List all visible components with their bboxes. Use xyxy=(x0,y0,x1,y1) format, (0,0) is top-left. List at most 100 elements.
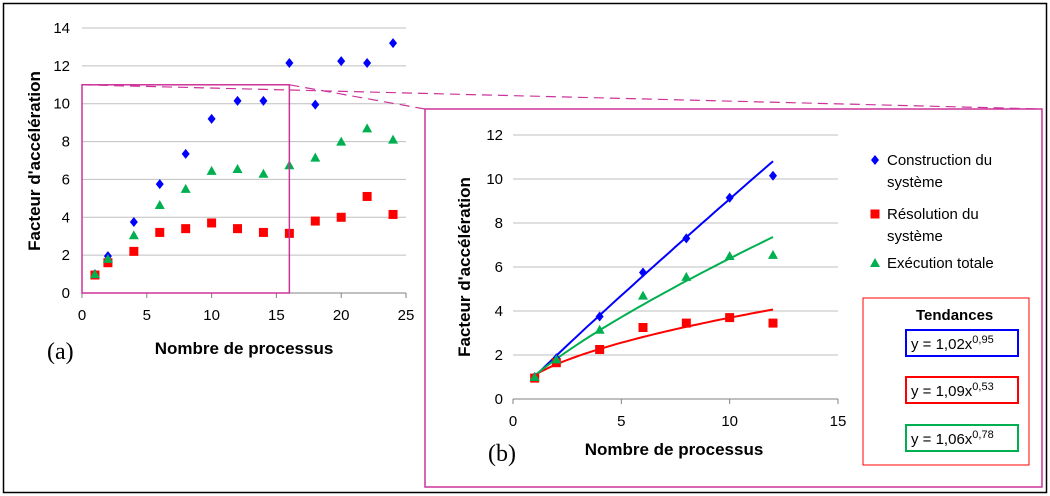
zoom-rectangle xyxy=(81,84,291,294)
panel-a-point xyxy=(128,230,139,240)
panel-a-point xyxy=(129,217,138,228)
panel-a-point xyxy=(362,191,372,201)
trend-equation: y = 1,02x0,95 xyxy=(911,334,994,353)
panel-a-point xyxy=(388,209,398,219)
panel-b-point xyxy=(594,324,605,334)
trend-equation: y = 1,06x0,78 xyxy=(911,429,994,448)
panel-b-point xyxy=(638,290,648,300)
panel-a-x-tick-label: 25 xyxy=(398,307,415,324)
legend-marker xyxy=(870,258,880,267)
panel-a-x-tick-label: 0 xyxy=(78,307,86,324)
trend-equations: y = 1,02x0,95 y = 1,09x0,53 y = 1,06x0,78 xyxy=(905,329,1019,452)
panel-b-x-tick-label: 10 xyxy=(721,413,738,430)
panel-a-point xyxy=(129,246,139,256)
panel-a-point xyxy=(362,123,373,133)
panel-a-point xyxy=(258,227,268,237)
panel-b-y-tick-label: 0 xyxy=(495,391,503,408)
panel-a-point xyxy=(181,224,191,234)
panel-a-point xyxy=(232,164,243,174)
panel-b-trendline xyxy=(533,160,774,378)
panel-b-point xyxy=(639,267,647,278)
panel-a-y-ticks: 0 2 4 6 8 10 12 14 xyxy=(53,20,70,302)
panel-b-point xyxy=(595,311,604,322)
panel-b-point xyxy=(682,233,691,244)
panel-a-point xyxy=(155,227,165,237)
legend-label: système xyxy=(887,174,943,191)
panel-a-y-tick-label: 2 xyxy=(62,247,70,264)
panel-a-point xyxy=(207,113,216,124)
panel-a-point xyxy=(233,95,242,106)
panel-b-point xyxy=(681,318,691,328)
panel-a-point xyxy=(102,253,113,263)
panel-a-point xyxy=(337,56,346,67)
panel-a-point xyxy=(285,58,294,69)
panel-a-x-tick-label: 20 xyxy=(333,307,350,324)
panel-b-x-tick-label: 15 xyxy=(830,413,847,430)
panel-b-y-tick-label: 4 xyxy=(495,303,503,320)
panel-a-point xyxy=(207,218,217,228)
panel-a-point xyxy=(310,216,320,226)
panel-b-legend: Construction du système Résolution du systè… xyxy=(870,152,994,272)
panel-a-label: (a) xyxy=(47,339,74,365)
trend-equation-box xyxy=(905,329,1019,357)
panel-a-y-tick-label: 4 xyxy=(62,209,70,226)
panel-b-y-tick-label: 6 xyxy=(495,259,503,276)
panel-b-point xyxy=(638,323,648,332)
panel-a-point xyxy=(258,168,269,178)
panel-a-point xyxy=(206,165,217,175)
panel-a-point xyxy=(180,183,191,193)
zoom-connector xyxy=(289,84,426,110)
trend-equation-box xyxy=(905,424,1019,452)
panel-b-marks xyxy=(529,170,778,383)
trend-equation-box xyxy=(905,376,1019,404)
panel-b-point xyxy=(768,249,778,259)
trends-title: Tendances xyxy=(916,307,993,324)
panel-a-point xyxy=(336,212,346,222)
panel-b-point xyxy=(551,354,562,364)
panel-b-point xyxy=(725,192,734,203)
panel-a-ylabel: Facteur d'accélération xyxy=(25,71,44,251)
panel-a-point xyxy=(155,179,164,190)
panel-b-point xyxy=(529,372,540,381)
panel-a-point xyxy=(259,95,268,106)
panel-a-x-tick-label: 15 xyxy=(268,307,285,324)
panel-a-x-tick-label: 10 xyxy=(203,307,220,324)
legend-label: Construction du xyxy=(887,152,992,169)
panel-b-point xyxy=(768,318,778,328)
panel-a-point xyxy=(181,148,190,159)
panel-b-grid xyxy=(513,134,838,356)
panel-a-xlabel: Nombre de processus xyxy=(155,339,334,358)
legend-label: Résolution du xyxy=(887,206,979,223)
panel-a-point xyxy=(363,58,372,69)
panel-b-y-tick-label: 10 xyxy=(486,171,503,188)
panel-b-y-ticks: 0 2 4 6 8 10 12 xyxy=(486,127,503,408)
panel-b-trendline xyxy=(534,236,774,377)
panel-a-x-tick-label: 5 xyxy=(143,307,151,324)
panel-a-x-ticks: 0 5 10 15 20 25 xyxy=(78,293,415,324)
panel-a-point xyxy=(388,134,399,144)
panel-a-y-tick-label: 0 xyxy=(62,285,70,302)
panel-b-label: (b) xyxy=(488,441,516,467)
panel-a-point xyxy=(89,269,100,279)
panel-a-y-tick-label: 6 xyxy=(62,171,70,188)
panel-a-y-tick-label: 10 xyxy=(53,96,70,113)
legend-marker xyxy=(871,155,879,165)
legend-marker xyxy=(870,209,880,219)
panel-b-ylabel: Facteur d'accélération xyxy=(455,177,474,357)
panel-b-point xyxy=(769,170,777,181)
panel-a-y-tick-label: 12 xyxy=(53,58,70,75)
panel-a-point xyxy=(336,136,347,146)
panel-a: 0 2 4 6 8 10 12 14 0 5 10 15 20 25 Facteur d'accélér… xyxy=(25,20,414,365)
panel-b-x-tick-label: 5 xyxy=(617,413,625,430)
panel-a-point xyxy=(154,199,165,209)
panel-b-point xyxy=(724,251,735,260)
trend-equation: y = 1,09x0,53 xyxy=(911,381,994,400)
panel-b-y-tick-label: 12 xyxy=(486,127,503,144)
panel-b-point xyxy=(595,345,605,354)
panel-b-x-tick-label: 0 xyxy=(509,413,517,430)
legend-label: Exécution totale xyxy=(887,255,994,272)
panel-b-point xyxy=(681,271,692,281)
zoom-connector xyxy=(81,84,1043,110)
